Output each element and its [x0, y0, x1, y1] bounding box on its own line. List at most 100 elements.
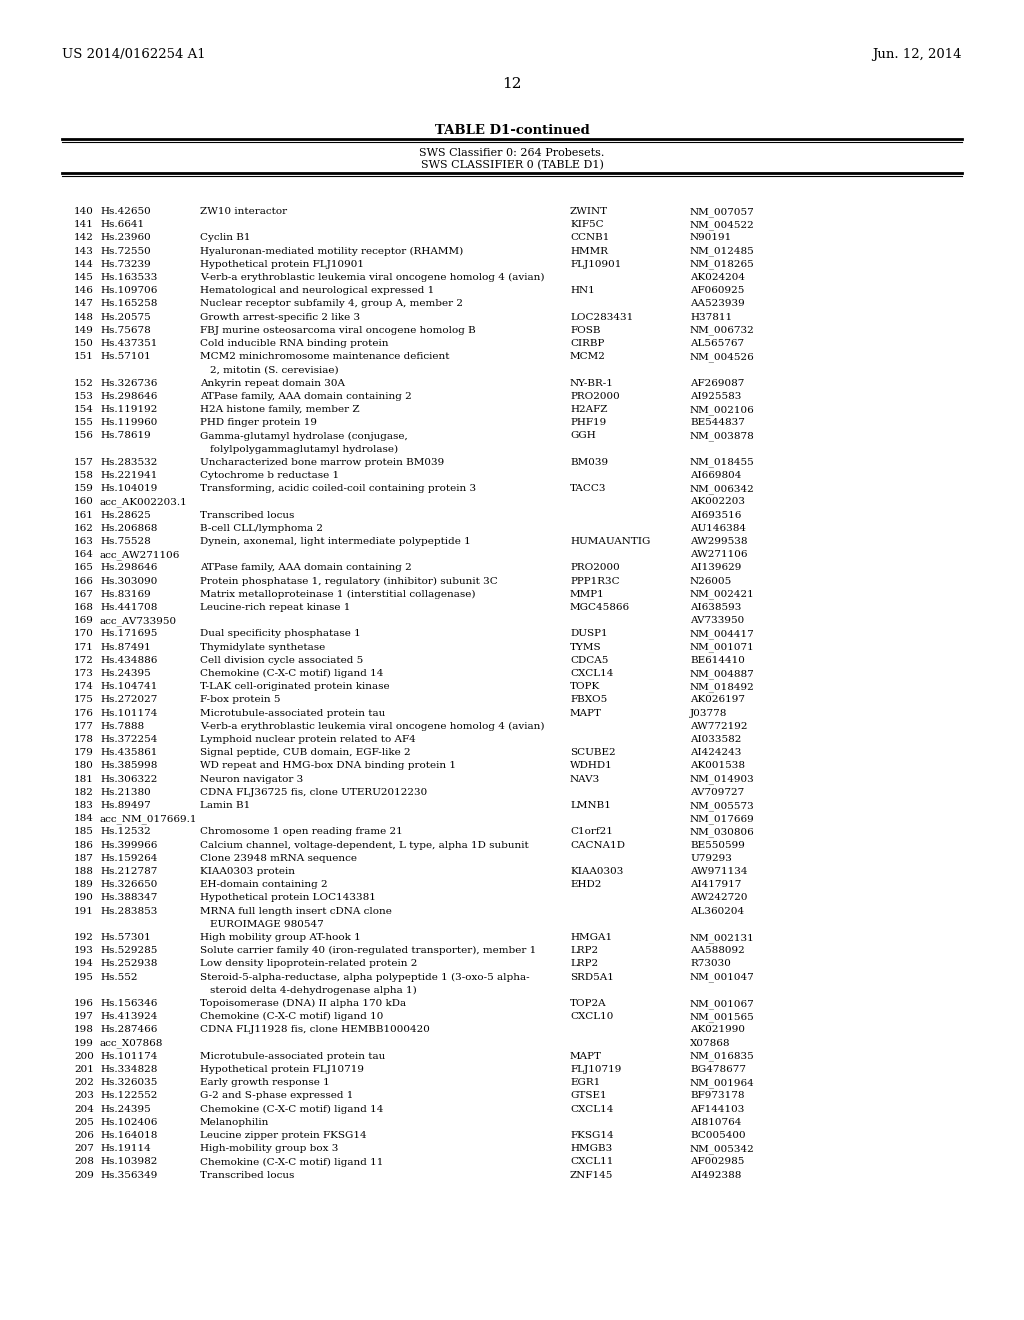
Text: Transcribed locus: Transcribed locus	[200, 511, 294, 520]
Text: CDCA5: CDCA5	[570, 656, 608, 665]
Text: AK021990: AK021990	[690, 1026, 745, 1035]
Text: 172: 172	[74, 656, 94, 665]
Text: Hyaluronan-mediated motility receptor (RHAMM): Hyaluronan-mediated motility receptor (R…	[200, 247, 463, 256]
Text: Neuron navigator 3: Neuron navigator 3	[200, 775, 303, 784]
Text: 182: 182	[74, 788, 94, 797]
Text: Hs.399966: Hs.399966	[100, 841, 158, 850]
Text: KIAA0303: KIAA0303	[570, 867, 624, 876]
Text: Hematological and neurological expressed 1: Hematological and neurological expressed…	[200, 286, 434, 296]
Text: BG478677: BG478677	[690, 1065, 746, 1074]
Text: CXCL11: CXCL11	[570, 1158, 613, 1167]
Text: 198: 198	[74, 1026, 94, 1035]
Text: BC005400: BC005400	[690, 1131, 745, 1140]
Text: NM_018455: NM_018455	[690, 458, 755, 467]
Text: Hs.252938: Hs.252938	[100, 960, 158, 969]
Text: TOPK: TOPK	[570, 682, 600, 692]
Text: AK026197: AK026197	[690, 696, 745, 705]
Text: 12: 12	[502, 77, 522, 91]
Text: HUMAUANTIG: HUMAUANTIG	[570, 537, 650, 546]
Text: 188: 188	[74, 867, 94, 876]
Text: High-mobility group box 3: High-mobility group box 3	[200, 1144, 338, 1154]
Text: MRNA full length insert cDNA clone: MRNA full length insert cDNA clone	[200, 907, 392, 916]
Text: Jun. 12, 2014: Jun. 12, 2014	[872, 48, 962, 61]
Text: 158: 158	[74, 471, 94, 480]
Text: AI693516: AI693516	[690, 511, 741, 520]
Text: 173: 173	[74, 669, 94, 678]
Text: AW271106: AW271106	[690, 550, 748, 560]
Text: Hypothetical protein FLJ10719: Hypothetical protein FLJ10719	[200, 1065, 364, 1074]
Text: Hs.57101: Hs.57101	[100, 352, 151, 362]
Text: acc_X07868: acc_X07868	[100, 1039, 164, 1048]
Text: GGH: GGH	[570, 432, 596, 441]
Text: SCUBE2: SCUBE2	[570, 748, 615, 758]
Text: 150: 150	[74, 339, 94, 348]
Text: Hs.20575: Hs.20575	[100, 313, 151, 322]
Text: AK002203: AK002203	[690, 498, 745, 507]
Text: NM_016835: NM_016835	[690, 1052, 755, 1061]
Text: AF060925: AF060925	[690, 286, 744, 296]
Text: LRP2: LRP2	[570, 960, 598, 969]
Text: CXCL10: CXCL10	[570, 1012, 613, 1022]
Text: AU146384: AU146384	[690, 524, 746, 533]
Text: steroid delta 4-dehydrogenase alpha 1): steroid delta 4-dehydrogenase alpha 1)	[210, 986, 417, 995]
Text: CDNA FLJ36725 fis, clone UTERU2012230: CDNA FLJ36725 fis, clone UTERU2012230	[200, 788, 427, 797]
Text: Hs.119192: Hs.119192	[100, 405, 158, 414]
Text: 141: 141	[74, 220, 94, 230]
Text: G-2 and S-phase expressed 1: G-2 and S-phase expressed 1	[200, 1092, 353, 1101]
Text: 191: 191	[74, 907, 94, 916]
Text: Cytochrome b reductase 1: Cytochrome b reductase 1	[200, 471, 339, 480]
Text: 160: 160	[74, 498, 94, 507]
Text: EH-domain containing 2: EH-domain containing 2	[200, 880, 328, 890]
Text: Growth arrest-specific 2 like 3: Growth arrest-specific 2 like 3	[200, 313, 360, 322]
Text: GTSE1: GTSE1	[570, 1092, 606, 1101]
Text: Steroid-5-alpha-reductase, alpha polypeptide 1 (3-oxo-5 alpha-: Steroid-5-alpha-reductase, alpha polypep…	[200, 973, 529, 982]
Text: 140: 140	[74, 207, 94, 216]
Text: DUSP1: DUSP1	[570, 630, 607, 639]
Text: 171: 171	[74, 643, 94, 652]
Text: 183: 183	[74, 801, 94, 810]
Text: Hs.171695: Hs.171695	[100, 630, 158, 639]
Text: Hs.552: Hs.552	[100, 973, 137, 982]
Text: AI033582: AI033582	[690, 735, 741, 744]
Text: 192: 192	[74, 933, 94, 942]
Text: MMP1: MMP1	[570, 590, 605, 599]
Text: 179: 179	[74, 748, 94, 758]
Text: US 2014/0162254 A1: US 2014/0162254 A1	[62, 48, 206, 61]
Text: 149: 149	[74, 326, 94, 335]
Text: Hs.104019: Hs.104019	[100, 484, 158, 494]
Text: AI669804: AI669804	[690, 471, 741, 480]
Text: Hs.372254: Hs.372254	[100, 735, 158, 744]
Text: Hs.7888: Hs.7888	[100, 722, 144, 731]
Text: AF002985: AF002985	[690, 1158, 744, 1167]
Text: 153: 153	[74, 392, 94, 401]
Text: Chemokine (C-X-C motif) ligand 10: Chemokine (C-X-C motif) ligand 10	[200, 1012, 383, 1022]
Text: 186: 186	[74, 841, 94, 850]
Text: TABLE D1-continued: TABLE D1-continued	[434, 124, 590, 137]
Text: Hs.298646: Hs.298646	[100, 392, 158, 401]
Text: TOP2A: TOP2A	[570, 999, 606, 1008]
Text: ZNF145: ZNF145	[570, 1171, 613, 1180]
Text: 163: 163	[74, 537, 94, 546]
Text: Hypothetical protein LOC143381: Hypothetical protein LOC143381	[200, 894, 376, 903]
Text: NM_001964: NM_001964	[690, 1078, 755, 1088]
Text: Thymidylate synthetase: Thymidylate synthetase	[200, 643, 326, 652]
Text: C1orf21: C1orf21	[570, 828, 613, 837]
Text: Hs.87491: Hs.87491	[100, 643, 151, 652]
Text: TYMS: TYMS	[570, 643, 602, 652]
Text: Hs.413924: Hs.413924	[100, 1012, 158, 1022]
Text: NM_005342: NM_005342	[690, 1144, 755, 1154]
Text: Clone 23948 mRNA sequence: Clone 23948 mRNA sequence	[200, 854, 357, 863]
Text: Microtubule-associated protein tau: Microtubule-associated protein tau	[200, 709, 385, 718]
Text: 165: 165	[74, 564, 94, 573]
Text: Early growth response 1: Early growth response 1	[200, 1078, 330, 1088]
Text: SRD5A1: SRD5A1	[570, 973, 613, 982]
Text: folylpolygammaglutamyl hydrolase): folylpolygammaglutamyl hydrolase)	[210, 445, 398, 454]
Text: 178: 178	[74, 735, 94, 744]
Text: ZWINT: ZWINT	[570, 207, 608, 216]
Text: Signal peptide, CUB domain, EGF-like 2: Signal peptide, CUB domain, EGF-like 2	[200, 748, 411, 758]
Text: 202: 202	[74, 1078, 94, 1088]
Text: TACC3: TACC3	[570, 484, 606, 494]
Text: MGC45866: MGC45866	[570, 603, 630, 612]
Text: AV709727: AV709727	[690, 788, 744, 797]
Text: 148: 148	[74, 313, 94, 322]
